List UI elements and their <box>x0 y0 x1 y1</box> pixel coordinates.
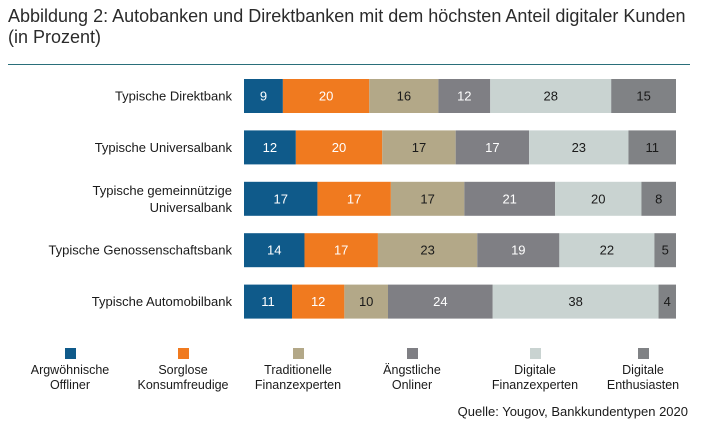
bar-value-label: 15 <box>636 89 650 104</box>
legend-item: Sorglose Konsumfreudige <box>123 346 243 393</box>
bar-segment <box>244 79 283 113</box>
legend-label: Finanzexperten <box>491 378 579 392</box>
bar-segment <box>388 284 493 319</box>
bar-value-label: 12 <box>457 89 471 104</box>
bar-value-label: 5 <box>662 243 669 258</box>
bar-value-label: 11 <box>645 140 659 155</box>
legend-swatch <box>64 348 76 359</box>
bar-value-label: 20 <box>332 140 346 155</box>
bar-value-label: 17 <box>347 191 361 206</box>
bar-value-label: 8 <box>655 191 662 206</box>
legend-swatch <box>406 348 418 359</box>
bar-segment <box>559 233 655 268</box>
legend-swatch <box>177 348 189 359</box>
bar-segment <box>654 233 676 268</box>
legend-label: Traditionelle <box>264 363 332 377</box>
bar-segment <box>390 181 465 216</box>
bar-value-label: 23 <box>572 140 586 155</box>
bar-value-label: 12 <box>311 294 325 309</box>
bar-segment <box>455 130 530 165</box>
bar-value-label: 19 <box>511 243 525 258</box>
bar-value-label: 16 <box>397 89 411 104</box>
category-label: Typische Genossenschaftsbank <box>48 243 232 258</box>
bar-value-label: 17 <box>334 243 348 258</box>
bar-value-label: 12 <box>263 140 277 155</box>
bar-segment <box>244 233 305 268</box>
title-divider <box>8 64 690 65</box>
bar-value-label: 24 <box>433 294 447 309</box>
legend-item: Ängstliche Onliner <box>352 346 472 393</box>
category-label: Typische Direktbank <box>115 89 233 104</box>
bar-segment <box>464 181 556 216</box>
bar-segment <box>611 79 676 113</box>
bar-segment <box>244 130 296 165</box>
chart-legend: Argwöhnische Offliner Sorglose Konsumfreudi… <box>0 346 702 396</box>
legend-item: Argwöhnische Offliner <box>10 346 130 393</box>
bar-segment <box>369 79 439 113</box>
bar-value-label: 14 <box>267 243 281 258</box>
bar-segment <box>628 130 676 165</box>
legend-item: Traditionelle Finanzexperten <box>238 346 358 393</box>
bar-value-label: 17 <box>485 140 499 155</box>
bar-value-label: 11 <box>261 294 275 309</box>
bar-value-label: 38 <box>568 294 582 309</box>
legend-label: Sorglose <box>158 363 208 377</box>
bar-segment <box>317 181 391 216</box>
source-note: Quelle: Yougov, Bankkundentypen 2020 <box>457 404 688 419</box>
bar-segment <box>641 181 676 216</box>
bar-segment <box>292 284 345 319</box>
bar-value-label: 4 <box>664 294 671 309</box>
stacked-bar-chart: Typische Direktbank 9 20 16 12 28 15 Typische U… <box>48 79 676 319</box>
legend-label: Ängstliche <box>383 363 441 377</box>
bar-segment <box>490 79 612 113</box>
bar-segment <box>382 130 456 165</box>
bar-value-label: 17 <box>273 191 287 206</box>
chart-title: Abbildung 2: Autobanken und Direktbanken… <box>8 6 686 47</box>
legend-item: Digitale Enthusiasten <box>583 346 702 393</box>
bar-value-label: 21 <box>502 191 516 206</box>
bar-segment <box>529 130 629 165</box>
legend-label: Konsumfreudige <box>137 378 229 392</box>
category-label: Typische Universalbank <box>95 140 233 155</box>
legend-swatch <box>637 348 649 359</box>
bar-segment <box>377 233 478 268</box>
bar-value-label: 17 <box>412 140 426 155</box>
bar-value-label: 28 <box>543 89 557 104</box>
legend-label: Offliner <box>49 378 91 392</box>
bar-segment <box>295 130 383 165</box>
category-label: Typische gemeinnützige Universalbank <box>93 183 233 215</box>
bar-segment <box>344 284 388 319</box>
legend-item: Digitale Finanzexperten <box>475 346 595 393</box>
bar-value-label: 10 <box>359 294 373 309</box>
legend-swatch <box>292 348 304 359</box>
bar-value-label: 23 <box>420 243 434 258</box>
category-label: Typische Automobilbank <box>92 294 233 309</box>
legend-label: Finanzexperten <box>254 378 342 392</box>
legend-swatch <box>529 348 541 359</box>
bar-segment <box>555 181 642 216</box>
bar-segment <box>492 284 659 319</box>
bar-segment <box>244 181 318 216</box>
legend-label: Argwöhnische <box>30 363 110 377</box>
bar-segment <box>244 284 292 319</box>
bar-value-label: 17 <box>420 191 434 206</box>
bar-value-label: 20 <box>319 89 333 104</box>
bar-segment <box>477 233 560 268</box>
bar-segment <box>304 233 378 268</box>
bar-value-label: 9 <box>260 89 267 104</box>
legend-label: Onliner <box>391 378 433 392</box>
legend-label: Digitale <box>514 363 556 377</box>
bar-segment <box>282 79 370 113</box>
bar-segment <box>658 284 676 319</box>
legend-label: Enthusiasten <box>606 378 680 392</box>
bar-value-label: 22 <box>600 243 614 258</box>
bar-value-label: 20 <box>591 191 605 206</box>
legend-label: Digitale <box>622 363 664 377</box>
bar-segment <box>438 79 491 113</box>
